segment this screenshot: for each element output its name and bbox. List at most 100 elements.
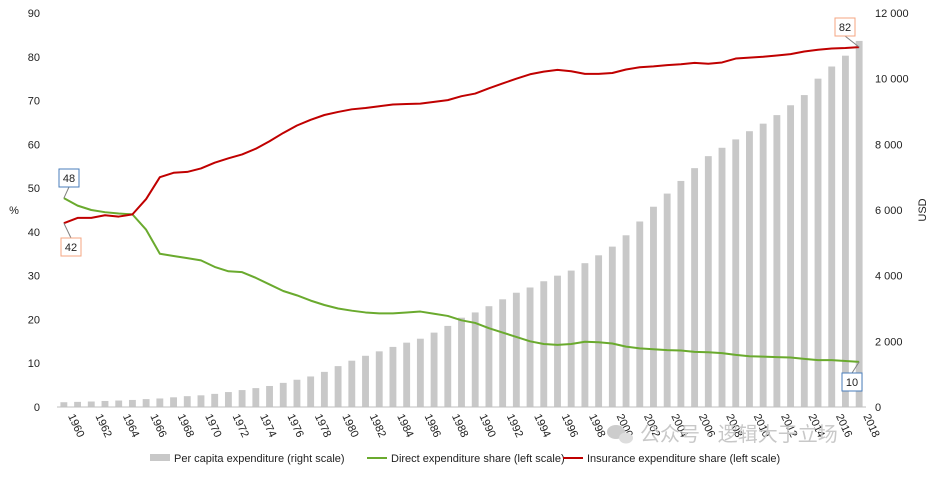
callout-leader-42 xyxy=(63,222,72,239)
bar-2008 xyxy=(718,147,726,407)
bar-1960 xyxy=(60,402,68,407)
legend-item-label: Per capita expenditure (right scale) xyxy=(174,453,345,465)
bar-1977 xyxy=(293,379,301,407)
bar-2006 xyxy=(691,168,699,407)
left-tick-label: 90 xyxy=(28,8,40,20)
bar-2015 xyxy=(814,78,822,408)
bar-2002 xyxy=(636,221,644,407)
legend-item-label: Insurance expenditure share (left scale) xyxy=(587,453,780,465)
right-tick-label: 6 000 xyxy=(875,205,903,217)
wechat-icon xyxy=(607,425,633,444)
bar-1997 xyxy=(567,270,575,407)
bar-2012 xyxy=(773,115,781,408)
bar-2000 xyxy=(608,246,616,407)
right-tick-label: 10 000 xyxy=(875,74,909,86)
x-tick-label: 1990 xyxy=(476,412,497,439)
bar-1966 xyxy=(142,399,150,407)
bar-1982 xyxy=(362,355,369,407)
left-tick-label: 70 xyxy=(28,96,40,108)
x-tick-label: 1966 xyxy=(147,412,168,439)
right-tick-label: 8 000 xyxy=(875,139,903,151)
x-tick-label: 2018 xyxy=(860,412,881,439)
right-tick-label: 12 000 xyxy=(875,8,909,20)
bar-2011 xyxy=(759,123,767,408)
bar-2003 xyxy=(650,206,657,407)
legend: Per capita expenditure (right scale) Dire… xyxy=(150,453,780,465)
bar-1970 xyxy=(197,395,205,407)
callouts-group: 48 42 82 10 xyxy=(58,17,863,392)
bar-2013 xyxy=(787,105,795,407)
bar-1978 xyxy=(307,376,315,407)
bar-1992 xyxy=(499,299,507,407)
x-tick-label: 1986 xyxy=(422,412,443,439)
bar-1999 xyxy=(595,255,603,407)
bar-1968 xyxy=(170,397,177,407)
bar-2009 xyxy=(732,139,740,407)
insurance-share-line xyxy=(63,46,860,225)
bar-1962 xyxy=(87,401,95,407)
bar-1975 xyxy=(266,385,273,407)
right-tick-labels: 0 2 000 4 000 6 000 8 000 10 000 12 000 xyxy=(875,8,909,414)
x-tick-label: 1982 xyxy=(367,412,388,439)
callout-leader-82 xyxy=(844,35,860,48)
bar-1984 xyxy=(389,346,397,407)
callout-label-42: 42 xyxy=(65,242,77,254)
x-tick-label: 1968 xyxy=(175,412,196,439)
bar-2007 xyxy=(704,156,712,407)
bar-2004 xyxy=(663,193,671,407)
callout-leader-10 xyxy=(851,361,860,374)
x-tick-label: 1970 xyxy=(202,412,223,439)
left-axis-title: % xyxy=(9,205,19,217)
x-tick-label: 1974 xyxy=(257,412,278,439)
bar-1990 xyxy=(471,312,479,407)
watermark-text: 公众号 · 逻辑大于立场 xyxy=(640,423,838,446)
x-tick-label: 1964 xyxy=(120,412,141,439)
bar-2010 xyxy=(746,131,753,407)
left-tick-label: 80 xyxy=(28,52,40,64)
bar-1985 xyxy=(403,342,411,407)
bar-1976 xyxy=(279,382,287,407)
callout-box-10 xyxy=(841,372,863,392)
bar-1988 xyxy=(444,325,452,407)
right-axis-title: USD xyxy=(917,198,929,221)
bar-1964 xyxy=(115,400,123,407)
left-tick-label: 30 xyxy=(28,271,40,283)
bar-1973 xyxy=(238,390,246,407)
left-tick-label: 10 xyxy=(28,358,40,370)
bar-1996 xyxy=(554,275,561,407)
bar-1987 xyxy=(430,332,438,407)
x-tick-label: 1960 xyxy=(65,412,86,439)
bar-1963 xyxy=(101,400,109,407)
callout-label-10: 10 xyxy=(846,377,858,389)
legend-item-label: Direct expenditure share (left scale) xyxy=(391,453,565,465)
x-tick-label: 1972 xyxy=(230,412,251,439)
bar-1993 xyxy=(512,292,520,407)
bar-2001 xyxy=(622,235,630,407)
x-tick-label: 1988 xyxy=(449,412,470,439)
bar-1965 xyxy=(128,399,136,407)
x-tick-label: 1996 xyxy=(559,412,580,439)
bar-1983 xyxy=(375,351,383,407)
left-tick-label: 40 xyxy=(28,227,40,239)
callout-label-48: 48 xyxy=(63,173,75,185)
x-tick-label: 1962 xyxy=(93,412,114,439)
left-tick-label: 0 xyxy=(34,402,40,414)
bar-1961 xyxy=(74,401,81,407)
callout-box-42 xyxy=(60,237,82,257)
x-tick-label: 1984 xyxy=(394,412,415,439)
bar-series-group xyxy=(60,40,863,408)
bar-1989 xyxy=(458,317,465,407)
bar-2014 xyxy=(800,95,808,407)
bar-2017 xyxy=(842,55,849,408)
watermark: 公众号 · 逻辑大于立场 xyxy=(607,423,838,446)
bar-2018 xyxy=(855,40,863,407)
wechat-icon-bubble-right xyxy=(619,432,633,444)
line-series-group xyxy=(63,46,860,363)
bar-1980 xyxy=(334,366,342,407)
right-tick-label: 2 000 xyxy=(875,336,903,348)
bar-1981 xyxy=(348,360,356,407)
x-tick-label: 1992 xyxy=(504,412,525,439)
right-tick-label: 0 xyxy=(875,402,881,414)
